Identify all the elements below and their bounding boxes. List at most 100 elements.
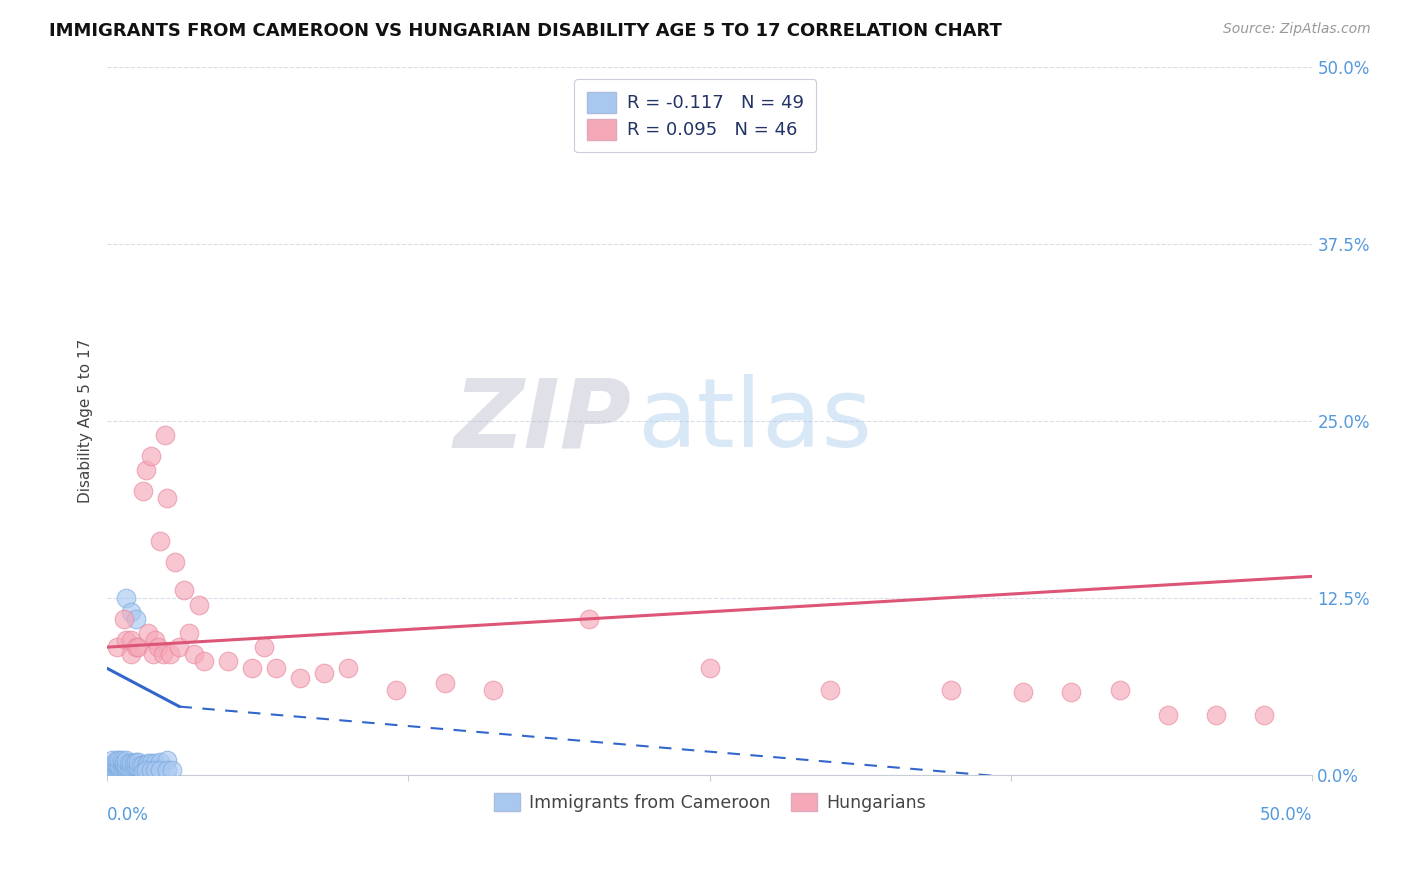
Text: 0.0%: 0.0% bbox=[107, 806, 149, 824]
Point bbox=[132, 757, 155, 772]
Point bbox=[149, 755, 172, 769]
Point bbox=[1157, 708, 1180, 723]
Point bbox=[111, 760, 134, 774]
Point bbox=[108, 753, 131, 767]
Point bbox=[112, 757, 135, 772]
Point bbox=[699, 661, 721, 675]
Point bbox=[128, 640, 150, 654]
Text: IMMIGRANTS FROM CAMEROON VS HUNGARIAN DISABILITY AGE 5 TO 17 CORRELATION CHART: IMMIGRANTS FROM CAMEROON VS HUNGARIAN DI… bbox=[49, 22, 1002, 40]
Point bbox=[482, 682, 505, 697]
Point bbox=[253, 640, 276, 654]
Point bbox=[125, 612, 148, 626]
Point bbox=[1205, 708, 1227, 723]
Point bbox=[132, 764, 155, 779]
Point bbox=[939, 682, 962, 697]
Point bbox=[101, 753, 124, 767]
Point bbox=[136, 756, 159, 771]
Text: atlas: atlas bbox=[637, 374, 873, 467]
Point bbox=[136, 626, 159, 640]
Point bbox=[111, 753, 134, 767]
Point bbox=[125, 755, 148, 769]
Point bbox=[139, 449, 162, 463]
Point bbox=[240, 661, 263, 675]
Point bbox=[112, 612, 135, 626]
Point bbox=[108, 760, 131, 774]
Point bbox=[115, 591, 138, 605]
Point bbox=[111, 756, 134, 771]
Point bbox=[115, 633, 138, 648]
Point bbox=[120, 756, 142, 771]
Point bbox=[169, 640, 191, 654]
Point bbox=[385, 682, 408, 697]
Point bbox=[145, 633, 167, 648]
Point bbox=[105, 760, 128, 774]
Text: Source: ZipAtlas.com: Source: ZipAtlas.com bbox=[1223, 22, 1371, 37]
Point bbox=[120, 647, 142, 661]
Point bbox=[156, 764, 179, 778]
Point bbox=[115, 760, 138, 774]
Point bbox=[125, 640, 148, 654]
Point bbox=[105, 753, 128, 767]
Point bbox=[337, 661, 360, 675]
Point bbox=[120, 759, 142, 773]
Point bbox=[135, 463, 157, 477]
Point bbox=[115, 753, 138, 767]
Point bbox=[153, 427, 176, 442]
Y-axis label: Disability Age 5 to 17: Disability Age 5 to 17 bbox=[79, 338, 93, 503]
Text: 50.0%: 50.0% bbox=[1260, 806, 1312, 824]
Point bbox=[142, 647, 165, 661]
Point bbox=[122, 756, 145, 771]
Point bbox=[149, 533, 172, 548]
Point bbox=[105, 640, 128, 654]
Point bbox=[163, 555, 186, 569]
Point bbox=[820, 682, 842, 697]
Point bbox=[132, 484, 155, 499]
Point bbox=[159, 647, 181, 661]
Point bbox=[1253, 708, 1275, 723]
Point bbox=[152, 647, 174, 661]
Point bbox=[128, 755, 150, 769]
Point bbox=[139, 764, 162, 778]
Point bbox=[183, 647, 205, 661]
Point bbox=[120, 633, 142, 648]
Point bbox=[193, 654, 215, 668]
Point bbox=[173, 583, 195, 598]
Point bbox=[288, 671, 311, 685]
Point bbox=[115, 757, 138, 772]
Text: ZIP: ZIP bbox=[454, 374, 631, 467]
Point bbox=[128, 759, 150, 773]
Point bbox=[98, 760, 121, 774]
Point bbox=[105, 757, 128, 772]
Point bbox=[578, 612, 600, 626]
Point bbox=[1012, 685, 1035, 699]
Point bbox=[129, 757, 152, 772]
Point bbox=[1108, 682, 1130, 697]
Point bbox=[101, 760, 124, 774]
Point bbox=[112, 755, 135, 769]
Point bbox=[139, 756, 162, 771]
Point bbox=[217, 654, 239, 668]
Point bbox=[118, 760, 141, 774]
Point bbox=[179, 626, 201, 640]
Point bbox=[145, 764, 167, 778]
Point bbox=[145, 756, 167, 771]
Point bbox=[156, 753, 179, 767]
Point bbox=[103, 760, 125, 774]
Point bbox=[162, 764, 184, 778]
Point bbox=[120, 605, 142, 619]
Point bbox=[433, 675, 456, 690]
Point bbox=[103, 756, 125, 771]
Point bbox=[187, 598, 209, 612]
Point bbox=[146, 640, 169, 654]
Point bbox=[314, 665, 336, 680]
Point bbox=[156, 491, 179, 506]
Point bbox=[122, 759, 145, 773]
Point bbox=[149, 764, 172, 778]
Point bbox=[135, 764, 157, 778]
Point bbox=[1060, 685, 1083, 699]
Point bbox=[135, 757, 157, 772]
Point bbox=[125, 759, 148, 773]
Point bbox=[264, 661, 287, 675]
Point bbox=[112, 760, 135, 774]
Point bbox=[118, 756, 141, 771]
